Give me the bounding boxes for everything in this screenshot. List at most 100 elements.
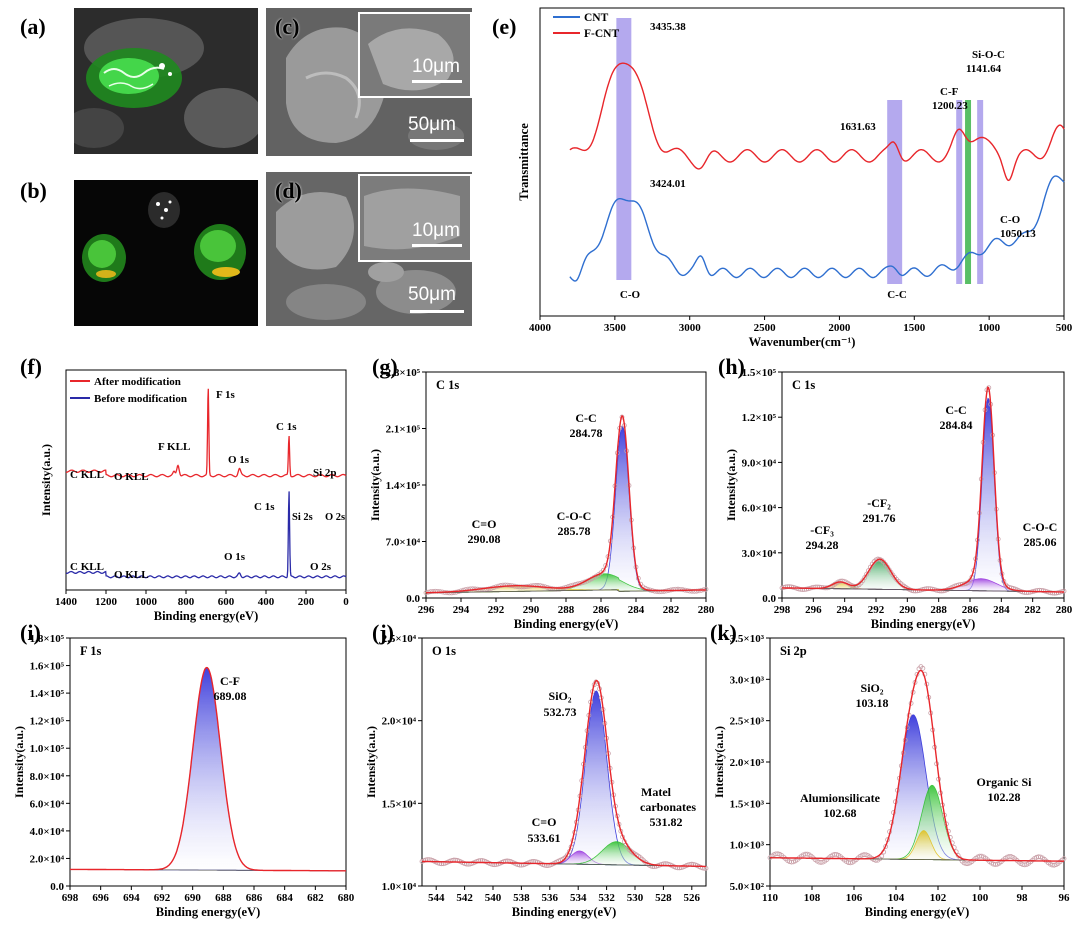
chart-g-xtick-label: 294 (453, 604, 470, 616)
chart-h-peak-cf2-name: -CF₂ (867, 496, 891, 510)
chart-g-data-point (703, 586, 709, 592)
chart-h-ytick-label: 9.0×10⁴ (742, 457, 777, 469)
sem-c-inset-image (368, 28, 454, 91)
chart-e-xtick-label: 2500 (754, 322, 777, 334)
chart-g-ytick-label: 1.4×10⁵ (386, 480, 421, 492)
sem-c-inset-scale-bar (412, 80, 462, 83)
chart-g-data-point (486, 586, 492, 592)
chart-f-ann-after-si2s: Si 2s (292, 512, 313, 523)
sem-c-inset-scale-text: 10μm (412, 56, 460, 77)
chart-f-series-after (66, 388, 347, 478)
chart-h-xtick-label: 282 (1024, 604, 1041, 616)
chart-k-peak-orgsi-val: 102.28 (988, 790, 1021, 804)
chart-k-xtick-label: 108 (804, 892, 821, 904)
chart-g-data-point (498, 583, 504, 588)
panel-label-g: (g) (372, 354, 398, 379)
chart-j-ytick-label: 1.5×10⁴ (382, 798, 417, 810)
chart-g-data-point (484, 586, 490, 592)
chart-g-data-point (654, 589, 660, 594)
chart-e-xtick-label: 3000 (679, 322, 702, 334)
panel-label-i: (i) (20, 620, 41, 645)
panel-label-b: (b) (20, 178, 47, 203)
chart-i-ytick-label: 1.4×10⁵ (30, 688, 65, 700)
chart-g-data-point (514, 584, 520, 589)
chart-k-ytick-label: 3.0×10³ (730, 674, 765, 686)
chart-h-peak-cc-name: C-C (945, 403, 966, 417)
chart-g-data-point (670, 587, 676, 592)
chart-h-ylabel: Intensity(a.u.) (724, 449, 738, 521)
chart-h-xtick-label: 296 (805, 604, 822, 616)
chart-e-frame (539, 7, 1065, 317)
chart-g-ylabel: Intensity(a.u.) (368, 449, 382, 521)
chart-f-frame (65, 369, 347, 591)
chart-f-xtick-label: 1200 (95, 596, 118, 608)
chart-i-frame (69, 637, 347, 887)
chart-e-band-label-cc: C-C (887, 289, 907, 301)
chart-h-xtick-label: 288 (930, 604, 947, 616)
chart-h-envelope (782, 386, 1064, 593)
chart-h-xtick-label: 290 (899, 604, 916, 616)
chart-f-ann-after-fkll: F KLL (158, 441, 190, 453)
sem-d: 10μm 50μm (266, 172, 472, 326)
chart-g-data-point (535, 583, 541, 588)
chart-g-data-point (656, 589, 662, 595)
photo-a-powder-fluorescence (74, 8, 258, 154)
chart-g-xtick-label: 284 (628, 604, 645, 616)
chart-f-ann-after-o1s: O 1s (228, 454, 250, 466)
chart-h-xtick-label: 286 (962, 604, 979, 616)
chart-h-peak-coc-val: 285.06 (1024, 535, 1057, 549)
chart-g: 296 294 292 290 288 286 284 282 280 Binding energ… (368, 367, 715, 631)
chart-i-xtick-label: 690 (184, 892, 201, 904)
chart-h-ytick-label: 3.0×10⁴ (742, 548, 777, 560)
chart-i-xtick-label: 680 (338, 892, 355, 904)
chart-j-peak-sio2-name: SiO₂ (549, 689, 572, 703)
chart-f: 1400 1200 1000 800 600 400 200 0 Binding energy(… (39, 369, 349, 623)
photo-a-image (74, 8, 258, 154)
chart-k-title: Si 2p (780, 644, 807, 658)
chart-h-ytick-label: 1.5×10⁵ (742, 367, 777, 379)
chart-f-ann-before-o1s: O 1s (224, 551, 246, 563)
chart-g-data-point (579, 580, 585, 586)
panel-label-h: (h) (718, 354, 745, 379)
panel-label-k: (k) (710, 620, 737, 645)
chart-e-band-0 (616, 18, 632, 280)
sem-c-inset: 10μm (358, 12, 472, 98)
chart-g-data-point (430, 588, 436, 594)
chart-f-legend-before: Before modification (94, 393, 187, 405)
chart-g-data-point (598, 570, 604, 576)
chart-k-peak-orgsi-name: Organic Si (976, 775, 1032, 789)
sem-c-scale-bar (410, 139, 464, 142)
chart-f-ann-before-o2s: O 2s (310, 561, 332, 573)
chart-j-xtick-label: 542 (456, 892, 473, 904)
chart-e-xtick-label: 1000 (978, 322, 1001, 334)
chart-g-peak-co-val: 290.08 (468, 532, 501, 546)
chart-k-data-point (1022, 862, 1028, 868)
chart-g-data-point (533, 583, 539, 588)
chart-e-band-1 (887, 100, 903, 284)
chart-i-xtick-label: 692 (154, 892, 171, 904)
chart-f-xtick-label: 200 (298, 596, 315, 608)
chart-i-xtick-label: 686 (246, 892, 263, 904)
chart-h-xtick-label: 294 (836, 604, 853, 616)
chart-f-series-before (65, 491, 347, 579)
chart-g-data-point (652, 588, 658, 594)
chart-g-data-point (435, 588, 441, 594)
chart-g-data-point (467, 586, 473, 592)
chart-k-data-point (879, 853, 885, 859)
chart-k-data-point (1051, 862, 1057, 868)
chart-f-xtick-label: 400 (258, 596, 275, 608)
chart-i-envelope (70, 666, 346, 872)
chart-g-data-point (500, 582, 506, 588)
chart-g-data-point (505, 582, 511, 588)
chart-h-ytick-label: 1.2×10⁵ (742, 412, 777, 424)
chart-g-data-point (540, 583, 546, 589)
chart-e-xlabel: Wavenumber(cm⁻¹) (749, 335, 856, 349)
chart-e-xtick-label: 3500 (604, 322, 627, 334)
chart-i-xtick-label: 698 (62, 892, 79, 904)
chart-g-xtick-label: 282 (663, 604, 680, 616)
chart-h-xtick-label: 284 (993, 604, 1010, 616)
chart-g-data-point (677, 586, 683, 592)
chart-k-peak-alumsi-name: Alumionsilicate (800, 791, 881, 805)
chart-j-envelope (421, 679, 706, 868)
